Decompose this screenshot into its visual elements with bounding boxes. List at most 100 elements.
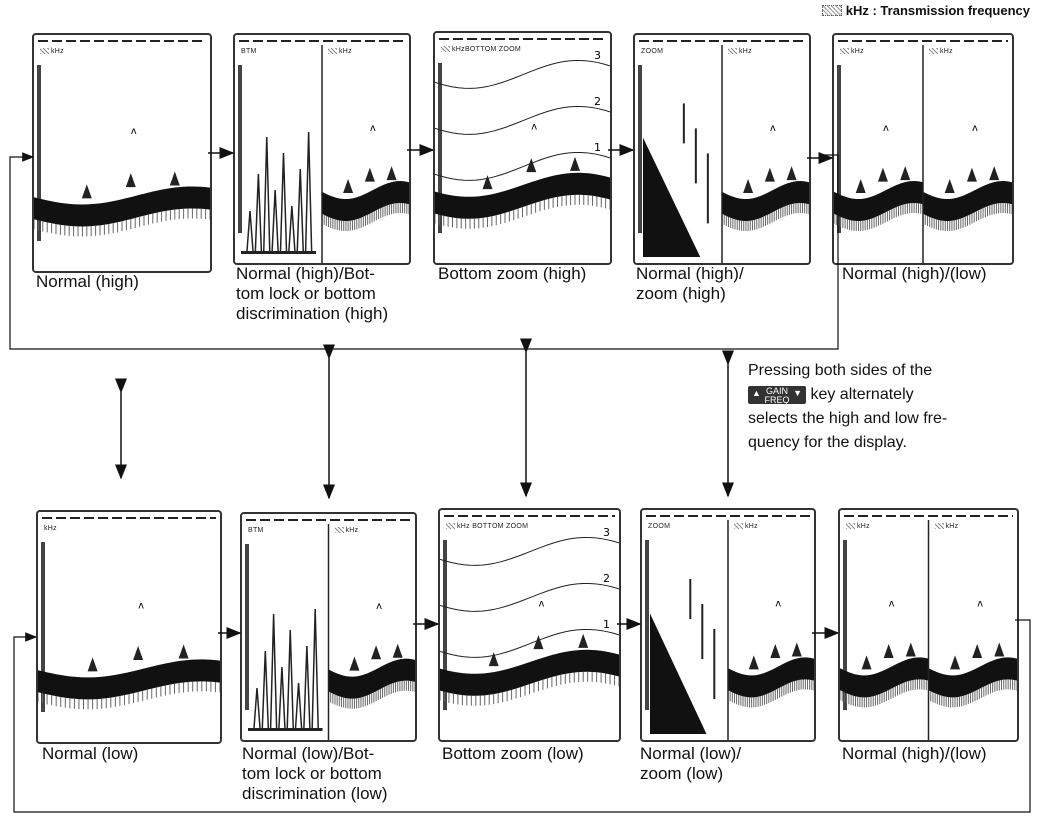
fish-echo — [972, 643, 983, 658]
echogram-pane-1: ʌ — [727, 599, 814, 708]
fish-echo-spike — [278, 666, 286, 729]
fish-echo-spike — [694, 128, 697, 184]
fish-echo-spike — [304, 131, 313, 252]
pane-label: kHz — [40, 48, 64, 55]
echogram-pane-1: ʌ — [328, 601, 415, 709]
color-scale-bar — [245, 544, 249, 710]
color-scale-bar — [843, 540, 847, 710]
top-row-screen-3: ʌ 3 2 1 kHzBOTTOM ZOOM — [433, 31, 612, 265]
frequency-swatch — [821, 5, 842, 16]
legend-text: kHz : Transmission frequency — [845, 3, 1030, 18]
seabed-texture — [440, 671, 619, 706]
fish-echo-spike — [271, 189, 279, 252]
fish-echo — [392, 643, 403, 658]
echogram-pane-1: ʌ — [321, 123, 409, 232]
bottom-cycle-loop — [13, 619, 1031, 813]
fish-echo — [343, 178, 354, 193]
color-scale-bar — [638, 65, 642, 233]
echogram-pane-0: ʌ — [34, 65, 210, 241]
top-row-screen-5: ʌ ʌ kHz kHz — [832, 33, 1014, 265]
echogram-display: ʌ 3 2 1 — [440, 515, 619, 710]
fish-echo-spike — [303, 645, 311, 729]
bottom-row-screen-5: ʌ ʌ kHz kHz — [838, 508, 1019, 742]
pane-label: kHz — [846, 523, 870, 530]
pane-label: kHzBOTTOM ZOOM — [441, 46, 521, 53]
fish-mark: ʌ — [131, 126, 137, 137]
pane-label-text: kHz BOTTOM ZOOM — [457, 523, 529, 530]
fish-echo — [989, 166, 1000, 181]
top-row-caption-1: Normal (high) — [36, 272, 139, 291]
note-line-3: selects the high and low fre- — [748, 410, 948, 427]
fish-mark: ʌ — [138, 601, 144, 612]
zoom-bottom-echo — [650, 613, 707, 734]
fish-echo — [87, 657, 98, 672]
echogram-pane-0: ʌ 3 2 1 — [435, 49, 610, 233]
fish-echo-spike — [713, 629, 716, 699]
echogram-pane-0 — [238, 65, 316, 254]
zoom-bottom-echo — [643, 137, 701, 257]
pane-label-text: kHz — [44, 525, 57, 532]
seabed-echo-band — [834, 181, 923, 222]
pane-label: kHz — [840, 48, 864, 55]
fish-echo — [905, 642, 916, 657]
seabed-echo-band — [923, 181, 1012, 222]
pane-label-text: ZOOM — [648, 523, 671, 530]
color-scale-bar — [438, 63, 442, 233]
fish-mark: ʌ — [531, 122, 537, 133]
fish-echo-spike — [246, 210, 254, 252]
zoom-range-line — [435, 151, 610, 181]
zoom-range-line — [440, 582, 619, 612]
echogram-display: ʌ — [638, 40, 809, 263]
zoom-range-number: 2 — [603, 572, 610, 585]
bottom-row-caption-2: Normal (low)/Bot- tom lock or bottom dis… — [242, 744, 388, 803]
bottom-line — [241, 251, 316, 254]
frequency-swatch — [40, 48, 49, 55]
seabed-echo-band — [928, 657, 1017, 698]
fish-echo — [578, 633, 589, 648]
echogram-pane-0 — [638, 65, 709, 257]
pane-label: kHz — [934, 523, 959, 530]
echogram-pane-0 — [645, 540, 716, 734]
echogram-display: ʌ — [38, 517, 220, 712]
fish-mark: ʌ — [376, 601, 382, 612]
fish-echo — [178, 644, 189, 659]
frequency-swatch — [328, 48, 337, 55]
seabed-echo-band — [322, 181, 409, 222]
gain-freq-note: Pressing both sides of the ▲ GAIN FREQ ▼ ke… — [748, 359, 1044, 455]
color-scale-bar — [443, 540, 447, 710]
echogram-display: ʌ 3 2 1 — [435, 38, 610, 233]
bottom-row-screen-3: ʌ 3 2 1 kHz BOTTOM ZOOM — [438, 508, 621, 742]
echogram-pane-0: ʌ — [834, 65, 924, 233]
fish-echo — [883, 643, 894, 658]
fish-echo-spike — [689, 579, 692, 619]
color-scale-bar — [37, 65, 41, 241]
pane-label-text: kHzBOTTOM ZOOM — [452, 46, 522, 53]
up-triangle-icon: ▲ — [752, 387, 761, 398]
key-gain-label: GAIN — [765, 385, 788, 396]
fish-echo — [748, 655, 759, 670]
color-scale-bar — [837, 65, 841, 233]
echogram-display: ʌ — [645, 515, 814, 740]
frequency-swatch — [934, 523, 944, 530]
echogram-display: ʌ — [238, 40, 409, 263]
bottom-row-caption-5: Normal (high)/(low) — [842, 744, 987, 763]
note-line-1: Pressing both sides of the — [748, 362, 933, 379]
fish-echo — [944, 178, 955, 193]
echogram-pane-1: ʌ — [928, 599, 1017, 708]
seabed-echo-band — [728, 657, 814, 698]
note-line-4: quency for the display. — [748, 434, 907, 451]
frequency-swatch — [334, 527, 344, 534]
note-line-2: key alternately — [810, 386, 914, 403]
fish-echo-spike — [269, 613, 278, 729]
frequency-swatch — [734, 523, 743, 530]
fish-echo — [877, 167, 888, 182]
zoom-range-number: 3 — [603, 526, 610, 539]
pane-label: kHz — [929, 48, 953, 55]
pane-label-text: kHz — [739, 48, 752, 55]
pane-label-text: kHz — [339, 48, 352, 55]
fish-echo-spike — [261, 650, 270, 729]
fish-echo — [966, 167, 977, 182]
fish-echo — [133, 645, 144, 660]
top-row-caption-3: Bottom zoom (high) — [438, 264, 587, 283]
pane-label-text: kHz — [745, 523, 758, 530]
